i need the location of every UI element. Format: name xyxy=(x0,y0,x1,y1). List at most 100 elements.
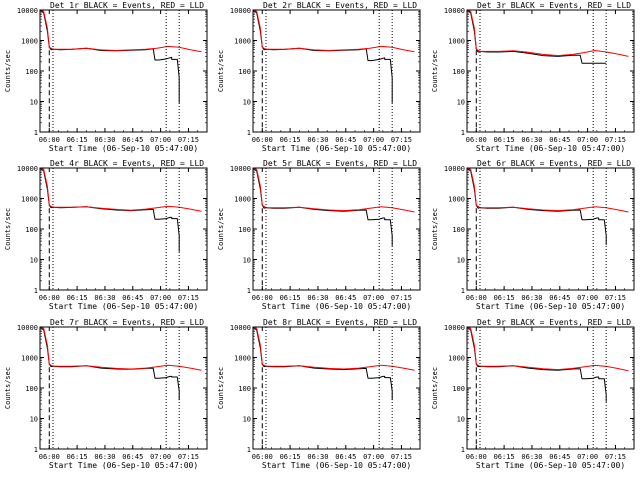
plot-frame xyxy=(466,9,635,133)
events-series-line xyxy=(40,327,180,401)
x-tick-label: 06:45 xyxy=(122,294,143,302)
x-tick-label: 06:00 xyxy=(39,294,60,302)
x-tick-label: 06:00 xyxy=(252,294,273,302)
series-group xyxy=(467,327,629,402)
plot-frame xyxy=(252,167,421,291)
plot-frame xyxy=(252,9,421,133)
x-axis-label: Start Time (06-Sep-10 05:47:00) xyxy=(476,144,625,153)
x-tick-label: 07:00 xyxy=(150,294,171,302)
x-tick-label: 06:30 xyxy=(521,294,542,302)
y-tick-label: 10 xyxy=(30,99,38,107)
lld-series-line xyxy=(40,327,202,371)
series-group xyxy=(253,168,415,246)
y-tick-label: 10 xyxy=(30,416,38,424)
y-tick-label: 1 xyxy=(247,287,251,295)
detector-panel-9: Det 9r BLACK = Events, RED = LLD Counts/s… xyxy=(431,318,635,470)
x-tick-label: 07:00 xyxy=(363,294,384,302)
panel-title: Det 6r BLACK = Events, RED = LLD xyxy=(477,159,631,168)
detector-panel-1: Det 1r BLACK = Events, RED = LLD Counts/s… xyxy=(4,1,208,153)
events-series-line xyxy=(253,327,393,401)
y-tick-label: 1 xyxy=(34,446,38,454)
x-tick-label: 07:00 xyxy=(363,453,384,461)
y-tick-label: 100 xyxy=(25,68,38,76)
x-tick-label: 06:30 xyxy=(94,136,115,144)
plot-frame xyxy=(466,326,635,450)
y-tick-label: 100 xyxy=(452,226,465,234)
y-tick-label: 1000 xyxy=(448,38,465,46)
y-axis-label: Counts/sec xyxy=(4,50,12,92)
lld-series-line xyxy=(253,168,415,213)
lld-series-line xyxy=(467,327,629,372)
x-tick-label: 06:30 xyxy=(307,294,328,302)
panel-title: Det 3r BLACK = Events, RED = LLD xyxy=(477,1,631,10)
events-series-line xyxy=(467,327,607,402)
x-tick-label: 06:45 xyxy=(122,136,143,144)
y-tick-label: 10 xyxy=(243,257,251,265)
y-tick-label: 1000 xyxy=(21,355,38,363)
y-tick-label: 100 xyxy=(452,385,465,393)
x-axis-label: Start Time (06-Sep-10 05:47:00) xyxy=(49,144,198,153)
y-tick-label: 1 xyxy=(461,446,465,454)
series-group xyxy=(467,168,629,245)
x-tick-label: 06:15 xyxy=(280,294,301,302)
y-tick-label: 10000 xyxy=(17,324,38,332)
x-tick-label: 06:00 xyxy=(252,136,273,144)
events-series-line xyxy=(40,168,180,252)
x-axis-label: Start Time (06-Sep-10 05:47:00) xyxy=(49,461,198,470)
detector-panel-2: Det 2r BLACK = Events, RED = LLD Counts/s… xyxy=(217,1,421,153)
x-tick-label: 07:15 xyxy=(605,294,626,302)
x-tick-label: 07:00 xyxy=(577,294,598,302)
panel-title: Det 8r BLACK = Events, RED = LLD xyxy=(263,318,417,327)
plot-frame xyxy=(39,167,208,291)
y-axis-label: Counts/sec xyxy=(217,50,225,92)
panel-title: Det 5r BLACK = Events, RED = LLD xyxy=(263,159,417,168)
x-tick-label: 06:30 xyxy=(521,136,542,144)
plot-frame xyxy=(252,326,421,450)
series-group xyxy=(40,10,202,103)
y-tick-label: 1000 xyxy=(234,355,251,363)
y-tick-label: 1000 xyxy=(21,196,38,204)
y-tick-label: 1000 xyxy=(234,38,251,46)
lld-series-line xyxy=(467,168,629,213)
x-tick-label: 06:15 xyxy=(280,136,301,144)
lld-series-line xyxy=(40,168,202,212)
x-tick-label: 06:15 xyxy=(494,294,515,302)
x-tick-label: 07:00 xyxy=(577,453,598,461)
y-tick-label: 1000 xyxy=(448,355,465,363)
y-tick-label: 1 xyxy=(461,287,465,295)
y-tick-label: 10000 xyxy=(17,7,38,15)
x-tick-label: 06:45 xyxy=(335,453,356,461)
x-axis-label: Start Time (06-Sep-10 05:47:00) xyxy=(476,461,625,470)
series-group xyxy=(253,10,415,103)
y-axis-label: Counts/sec xyxy=(4,367,12,409)
x-tick-label: 06:30 xyxy=(94,453,115,461)
panel-title: Det 1r BLACK = Events, RED = LLD xyxy=(50,1,204,10)
panel-title: Det 2r BLACK = Events, RED = LLD xyxy=(263,1,417,10)
y-tick-label: 10 xyxy=(30,257,38,265)
x-tick-label: 07:15 xyxy=(391,294,412,302)
y-tick-label: 10000 xyxy=(444,324,465,332)
x-tick-label: 06:15 xyxy=(494,453,515,461)
series-group xyxy=(40,168,202,252)
x-tick-label: 06:00 xyxy=(466,294,487,302)
lld-series-line xyxy=(40,10,202,53)
lld-series-line xyxy=(467,10,629,57)
x-tick-label: 06:00 xyxy=(39,453,60,461)
y-tick-label: 100 xyxy=(25,385,38,393)
x-tick-label: 07:00 xyxy=(150,136,171,144)
x-tick-label: 06:15 xyxy=(67,294,88,302)
series-group xyxy=(253,327,415,401)
events-series-line xyxy=(40,10,180,103)
y-tick-label: 1 xyxy=(34,129,38,137)
y-tick-label: 10000 xyxy=(230,324,251,332)
series-group xyxy=(467,10,629,64)
y-axis-label: Counts/sec xyxy=(431,367,439,409)
detector-panel-4: Det 4r BLACK = Events, RED = LLD Counts/s… xyxy=(4,159,208,311)
y-tick-label: 10 xyxy=(457,416,465,424)
y-tick-label: 10000 xyxy=(17,165,38,173)
detector-panel-3: Det 3r BLACK = Events, RED = LLD Counts/s… xyxy=(431,1,635,153)
lld-series-line xyxy=(253,10,415,53)
x-tick-label: 06:45 xyxy=(549,453,570,461)
plot-frame xyxy=(39,9,208,133)
series-group xyxy=(40,327,202,401)
